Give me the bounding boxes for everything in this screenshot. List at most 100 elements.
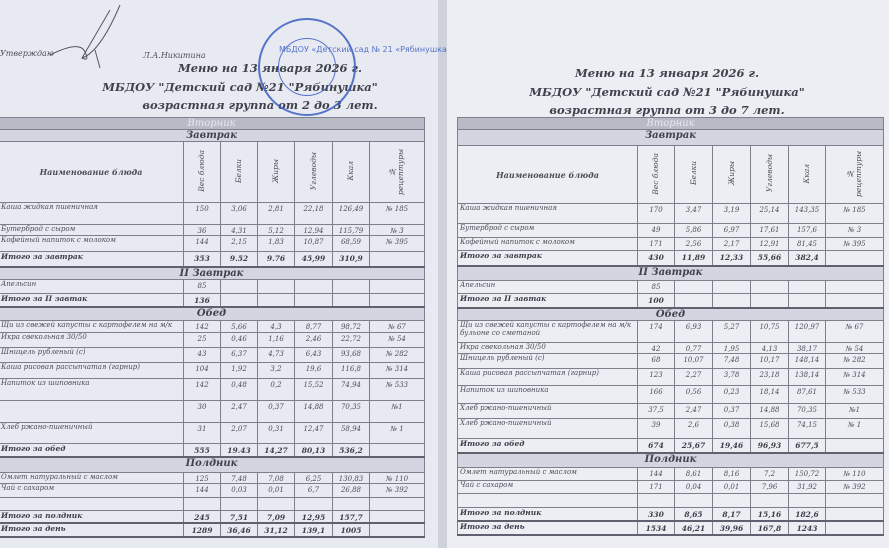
cell-value: 1,95 <box>712 342 751 354</box>
cell-value: 138,14 <box>788 368 826 386</box>
cell-value: 11,89 <box>674 250 713 267</box>
cell-value: № 533 <box>369 377 425 401</box>
cell-value: № 282 <box>825 353 884 369</box>
cell-value: 37,5 <box>637 403 675 419</box>
dish-name: Чай с сахаром <box>457 480 638 494</box>
cell-value: 17,61 <box>750 223 789 238</box>
cell-value: 167,8 <box>750 520 789 536</box>
dish-name: Щи из свежей капусты с картофелем на м/к… <box>457 320 638 343</box>
section-row: II Завтрак <box>0 266 425 280</box>
cell-value: №1 <box>825 403 884 419</box>
cell-value: 8,77 <box>294 319 333 333</box>
section-row: Завтрак <box>457 129 884 146</box>
cell-value <box>220 278 258 294</box>
cell-value: 0,37 <box>257 399 295 423</box>
cell-value: 1243 <box>788 520 826 536</box>
cell-value: 74,15 <box>788 418 826 439</box>
cell-value: 536,2 <box>332 442 370 458</box>
dish-name: Итого за завтрак <box>457 250 638 267</box>
cell-value: 55,66 <box>750 250 789 267</box>
cell-value: 14,88 <box>750 403 789 419</box>
cell-value: 5,27 <box>712 320 751 343</box>
cell-value: № 395 <box>369 235 425 252</box>
cell-value: 0,46 <box>220 331 258 348</box>
cell-value: 126,49 <box>332 202 370 225</box>
cell-value: 0,48 <box>220 377 258 401</box>
table-row: Бутерброд с сыром 49 5,86 6,97 17,61 157,6 № 3 <box>457 223 884 238</box>
cell-value: 6,25 <box>294 471 333 484</box>
dish-name: Хлеб ржано-пшеничный <box>457 403 638 419</box>
table-row: 30 2,47 0,37 14,88 70,35 №1 <box>0 399 425 423</box>
cell-value <box>369 496 425 511</box>
cell-value: 150,72 <box>788 467 826 481</box>
cell-value: №1 <box>369 399 425 423</box>
dish-name: Каша жидкая пшеничная <box>0 202 184 225</box>
dish-name <box>0 496 184 511</box>
table-row: Каша жидкая пшеничная 150 3,06 2,81 22,18 126… <box>0 202 425 225</box>
menu-page-left: Утверждаю Л.А.Никитина Меню на 13 января… <box>0 0 452 548</box>
dish-name: Кофейный напиток с молоком <box>0 235 184 252</box>
cell-value <box>369 292 425 308</box>
cell-value: 25,14 <box>750 203 789 224</box>
dish-name: Итого за день <box>0 522 184 538</box>
cell-value: 3,19 <box>712 203 751 224</box>
dish-name: Каша рисовая рассыпчатая (гарнир) <box>457 368 638 386</box>
section-row: Полдник <box>0 456 425 473</box>
cell-value: 1005 <box>332 522 370 538</box>
cell-value: 7,2 <box>750 467 789 481</box>
day-label: Вторник <box>0 117 425 130</box>
cell-value: 142 <box>183 377 221 401</box>
cell-value: 330 <box>637 507 675 522</box>
cell-value: 12,91 <box>750 237 789 251</box>
cell-value: 14,88 <box>294 399 333 423</box>
dish-name: Апельсин <box>457 280 638 294</box>
cell-value: 130,83 <box>332 471 370 484</box>
cell-value: 3,06 <box>220 202 258 225</box>
cell-value: 22,18 <box>294 202 333 225</box>
cell-value: 26,88 <box>332 482 370 498</box>
cell-value: 4,3 <box>257 319 295 333</box>
cell-value <box>257 278 295 294</box>
cell-value: 353 <box>183 251 221 268</box>
cell-value: 1,16 <box>257 331 295 348</box>
cell-value: 157,7 <box>332 509 370 524</box>
cell-value: 74,94 <box>332 377 370 401</box>
cell-value: 12,47 <box>294 421 333 444</box>
cell-value <box>257 496 295 511</box>
cell-value: 31,92 <box>788 480 826 494</box>
table-row: Кофейный напиток с молоком 144 2,15 1,83 10,… <box>0 235 425 252</box>
cell-value: 1534 <box>637 520 675 536</box>
cell-value <box>674 493 713 508</box>
column-header: Вес блюда <box>183 141 221 203</box>
header-row: Наименование блюда Вес блюда Белки Жиры Угле… <box>457 145 884 204</box>
total-row: Итого за обед 674 25,67 19,46 96,93 677,5 <box>457 438 884 454</box>
cell-value: 5,86 <box>674 223 713 238</box>
cell-value: 2,56 <box>674 237 713 251</box>
total-row: Итого за завтрак 430 11,89 12,33 55,66 382,4 <box>457 250 884 267</box>
cell-value: 22,72 <box>332 331 370 348</box>
cell-value: 30 <box>183 399 221 423</box>
cell-value: 81,45 <box>788 237 826 251</box>
cell-value <box>369 509 425 524</box>
cell-value: 139,1 <box>294 522 333 538</box>
table-row: Шницель рубленый (с) 68 10,07 7,48 10,17 148,… <box>457 353 884 369</box>
dish-name: Бутерброд с сыром <box>0 224 184 236</box>
cell-value: 157,6 <box>788 223 826 238</box>
total-row: Итого за день 1289 36,46 31,12 139,1 1005 <box>0 522 425 538</box>
dish-name: Икра свекольная 30/50 <box>0 331 184 348</box>
cell-value: 136 <box>183 292 221 308</box>
total-row: Итого за II завтак 136 <box>0 292 425 308</box>
cell-value: 0,77 <box>674 342 713 354</box>
cell-value: 12,94 <box>294 224 333 236</box>
cell-value <box>712 293 751 309</box>
column-header: Наименование блюда <box>0 141 184 203</box>
cell-value: 0,01 <box>257 482 295 498</box>
total-row: Итого за II завтак 100 <box>457 293 884 309</box>
cell-value: № 1 <box>369 421 425 444</box>
total-row: Итого за полдник 245 7,51 7,09 12,95 157,7 <box>0 509 425 524</box>
cell-value: 555 <box>183 442 221 458</box>
cell-value: 43 <box>183 346 221 363</box>
column-header: Наименование блюда <box>457 145 638 204</box>
section-label: Обед <box>0 306 425 321</box>
cell-value: 3,47 <box>674 203 713 224</box>
